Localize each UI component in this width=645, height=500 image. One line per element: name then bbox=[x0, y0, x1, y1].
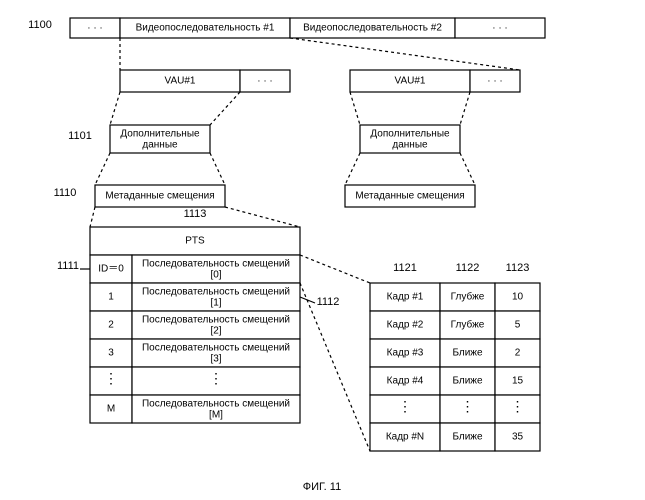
pts-val-lbl-1-l2: [1] bbox=[210, 298, 221, 309]
connector bbox=[210, 92, 240, 125]
figure-caption: ФИГ. 11 bbox=[303, 481, 341, 493]
pts-id-lbl-1: 1 bbox=[108, 292, 114, 303]
frame-d-0: Глубже bbox=[451, 291, 485, 303]
frame-d-1: Глубже bbox=[451, 319, 485, 331]
connector bbox=[290, 38, 520, 70]
pts-header-lbl: PTS bbox=[185, 236, 205, 247]
supp-right-lbl-l1: Дополнительные bbox=[370, 129, 450, 140]
pts-id-lbl-5: M bbox=[107, 404, 115, 415]
pts-val-lbl-1-l1: Последовательность смещений bbox=[142, 287, 290, 298]
connector bbox=[225, 207, 300, 227]
frame-v-2: 2 bbox=[515, 348, 521, 359]
meta-left-lbl: Метаданные смещения bbox=[105, 191, 214, 202]
frame-d-2: Ближе bbox=[452, 348, 483, 359]
pts-val-lbl-5-l1: Последовательность смещений bbox=[142, 399, 290, 410]
connector bbox=[90, 207, 95, 227]
frame-v-0: 10 bbox=[512, 292, 524, 303]
frame-v-1: 5 bbox=[515, 320, 521, 331]
pts-vdots-val: ⋮ bbox=[209, 370, 223, 386]
pts-val-lbl-2-l1: Последовательность смещений bbox=[142, 315, 290, 326]
connector bbox=[95, 153, 110, 185]
connector bbox=[345, 153, 360, 185]
pts-val-lbl-0-l2: [0] bbox=[210, 270, 221, 281]
frame-f-3: Кадр #4 bbox=[387, 376, 424, 387]
supp-left-lbl-l1: Дополнительные bbox=[120, 129, 200, 140]
vau-left-lbl: VAU#1 bbox=[165, 76, 196, 87]
frame-f-1: Кадр #2 bbox=[387, 320, 424, 331]
ref-1113: 1113 bbox=[184, 208, 207, 220]
connector bbox=[460, 153, 475, 185]
pts-val-lbl-5-l2: [M] bbox=[209, 410, 223, 421]
connector bbox=[350, 92, 360, 125]
vau-right-ell-lbl: · · · bbox=[487, 76, 503, 87]
ref-1111: 1111 bbox=[57, 260, 79, 272]
pts-val-lbl-3-l1: Последовательность смещений bbox=[142, 343, 290, 354]
supp-right-lbl-l2: данные bbox=[392, 140, 428, 151]
connector bbox=[460, 92, 470, 125]
connector bbox=[110, 92, 120, 125]
frame-v-3: 15 bbox=[512, 376, 524, 387]
vau-right-lbl: VAU#1 bbox=[395, 76, 426, 87]
pts-val-lbl-0-l1: Последовательность смещений bbox=[142, 259, 290, 270]
connector bbox=[300, 283, 370, 451]
ref-1123: 1123 bbox=[506, 262, 530, 274]
meta-right-lbl: Метаданные смещения bbox=[355, 191, 464, 202]
supp-left-lbl-l2: данные bbox=[142, 140, 178, 151]
top-seq1-lbl: Видеопоследовательность #1 bbox=[136, 23, 275, 34]
frame-v-5: 35 bbox=[512, 432, 524, 443]
pts-id-lbl-0: ID＝0 bbox=[98, 264, 124, 275]
frame-d-3: Ближе bbox=[452, 376, 483, 387]
ref-1101: 1101 bbox=[68, 130, 92, 142]
ref-1110: 1110 bbox=[54, 187, 77, 199]
frame-vd2: ⋮ bbox=[461, 398, 475, 414]
pts-vdots-id: ⋮ bbox=[104, 370, 118, 386]
top-seq2-lbl: Видеопоследовательность #2 bbox=[303, 23, 442, 34]
ref-1112: 1112 bbox=[317, 296, 340, 308]
frame-vd1: ⋮ bbox=[398, 398, 412, 414]
top-ell-left-lbl: · · · bbox=[87, 23, 103, 34]
ref-1122: 1122 bbox=[456, 262, 480, 274]
pts-id-lbl-3: 3 bbox=[108, 348, 114, 359]
connector bbox=[210, 153, 225, 185]
frame-vd3: ⋮ bbox=[511, 398, 525, 414]
frame-d-5: Ближе bbox=[452, 432, 483, 443]
pts-val-lbl-2-l2: [2] bbox=[210, 326, 221, 337]
frame-f-2: Кадр #3 bbox=[387, 348, 424, 359]
connector bbox=[300, 255, 370, 283]
frame-f-0: Кадр #1 bbox=[387, 292, 424, 303]
ref-1121: 1121 bbox=[393, 262, 417, 274]
pts-val-lbl-3-l2: [3] bbox=[210, 354, 221, 365]
top-ell-right-lbl: · · · bbox=[492, 23, 508, 34]
frame-f-5: Кадр #N bbox=[386, 432, 424, 443]
pts-id-lbl-2: 2 bbox=[108, 320, 114, 331]
ref-1100: 1100 bbox=[28, 19, 52, 31]
vau-left-ell-lbl: · · · bbox=[257, 76, 273, 87]
